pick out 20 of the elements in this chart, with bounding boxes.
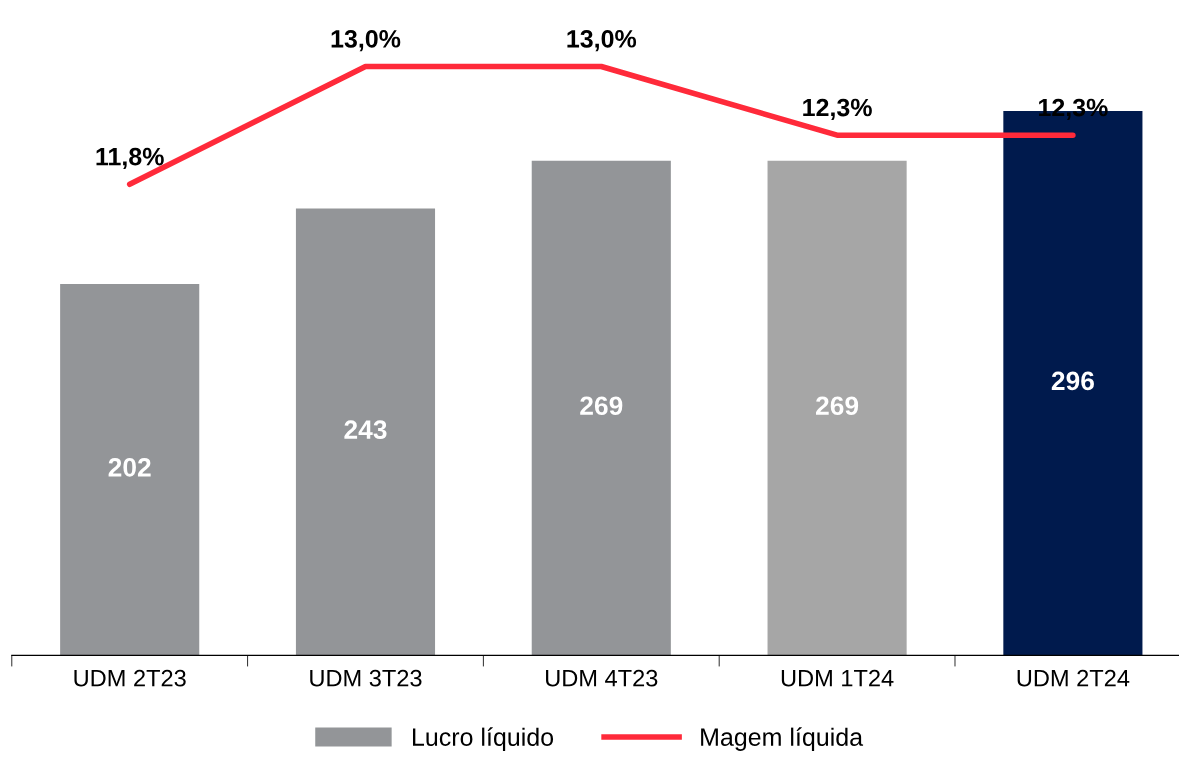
legend-label: Lucro líquido	[413, 727, 554, 751]
bar	[60, 283, 200, 656]
data-label: 13,0%	[567, 29, 637, 52]
data-label: 269	[580, 396, 623, 416]
data-label: 269	[815, 396, 859, 416]
bar	[767, 160, 907, 656]
bar	[531, 160, 671, 656]
x-tick-label: UDM 2T23	[74, 669, 186, 687]
bar	[295, 208, 436, 656]
x-tick-label: UDM 4T23	[546, 669, 658, 687]
x-tick-label: UDM 3T23	[310, 669, 422, 687]
data-label: 12,3%	[803, 98, 872, 120]
data-label: 202	[108, 458, 151, 477]
x-tick-label: UDM 2T24	[1017, 669, 1130, 687]
legend-label: Magem líquida	[701, 727, 864, 751]
data-label: 296	[1051, 371, 1094, 391]
x-tick-label: UDM 1T24	[781, 669, 894, 687]
data-label: 13,0%	[331, 29, 401, 52]
data-label: 243	[344, 420, 387, 440]
data-label: 11,8%	[96, 147, 164, 170]
